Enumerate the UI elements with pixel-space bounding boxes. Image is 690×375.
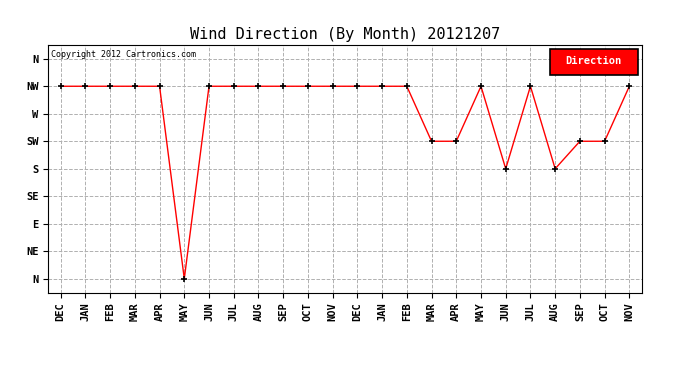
Title: Wind Direction (By Month) 20121207: Wind Direction (By Month) 20121207 <box>190 27 500 42</box>
Text: Direction: Direction <box>566 56 622 66</box>
FancyBboxPatch shape <box>550 49 638 75</box>
Text: Copyright 2012 Cartronics.com: Copyright 2012 Cartronics.com <box>51 50 196 59</box>
